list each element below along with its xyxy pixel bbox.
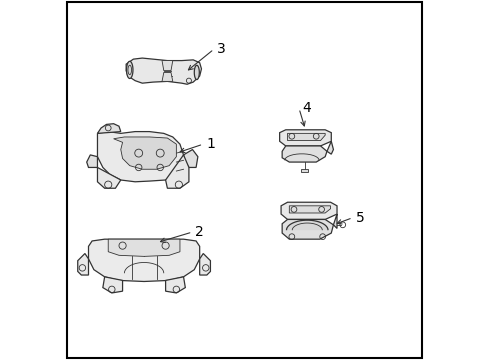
Polygon shape [97,132,183,182]
Text: 4: 4 [301,101,310,115]
Polygon shape [287,134,325,140]
Polygon shape [113,137,176,169]
Polygon shape [289,206,330,213]
Polygon shape [88,239,199,282]
Polygon shape [183,149,198,167]
Polygon shape [281,202,336,220]
Polygon shape [97,124,121,134]
Polygon shape [108,239,180,256]
Polygon shape [102,277,122,293]
Polygon shape [199,253,210,275]
Polygon shape [282,220,333,239]
Text: 5: 5 [355,211,364,225]
Polygon shape [78,253,88,275]
Polygon shape [279,130,330,146]
Polygon shape [126,61,133,78]
Polygon shape [86,155,97,167]
Polygon shape [162,72,172,81]
Polygon shape [286,220,327,230]
Text: 2: 2 [195,225,203,239]
Polygon shape [165,155,188,188]
Polygon shape [126,58,201,84]
Polygon shape [333,214,336,228]
Polygon shape [165,277,185,293]
Polygon shape [97,167,121,188]
Polygon shape [162,60,172,71]
Polygon shape [282,146,326,162]
Text: 1: 1 [206,137,215,151]
Polygon shape [326,141,333,154]
Text: 3: 3 [217,42,225,56]
Polygon shape [194,65,199,80]
Polygon shape [301,168,308,172]
